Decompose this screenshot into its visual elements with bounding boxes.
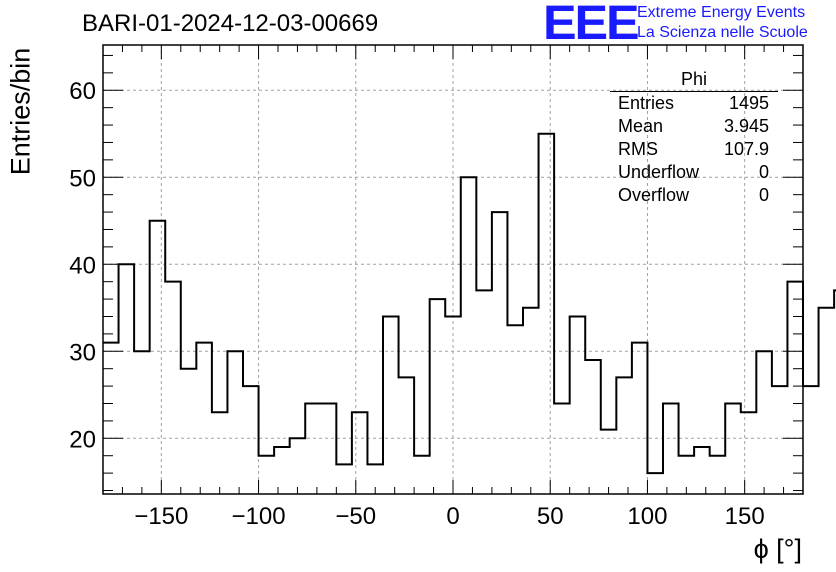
histogram-bin [819,308,835,494]
x-tick-label: 150 [725,503,765,530]
histogram-bin [212,412,228,494]
stats-box: Phi Entries 1495 Mean 3.945 RMS 107.9 Un… [610,69,778,207]
histogram-bin [196,343,212,494]
histogram-bin [601,430,617,494]
histogram-bin [756,351,772,494]
chart-title: BARI-01-2024-12-03-00669 [82,10,379,37]
stats-row-underflow: Underflow 0 [610,161,778,184]
histogram-bars [103,132,836,494]
histogram-bin [103,343,119,494]
histogram-bin [119,264,135,494]
logo-caption-line2: La Scienza nelle Scuole [637,24,808,41]
y-axis-label: Entries/bin [5,47,36,176]
stats-row-overflow: Overflow 0 [610,184,778,207]
histogram-bin [616,377,632,494]
histogram-bin [243,386,259,494]
histogram-bin [181,369,197,494]
histogram-bin [461,177,477,494]
histogram-bin [227,351,243,494]
stats-title: Phi [610,69,778,92]
histogram-outline [103,132,836,475]
histogram-bin [259,456,275,494]
stats-label: RMS [618,139,658,159]
histogram-bin [134,351,150,494]
stats-label: Mean [618,116,664,136]
histogram-bin [336,464,352,494]
x-tick-label: 0 [446,503,459,530]
stats-value: 3.945 [723,116,769,136]
stats-label: Overflow [618,185,690,205]
y-tick-label: 40 [69,252,96,279]
stats-label: Underflow [618,162,700,182]
histogram-bin [741,412,757,494]
x-tick-label: −50 [335,503,376,530]
y-tick-label: 30 [69,339,96,366]
tick-labels: −150 −100 −50 0 50 100 150 20 30 40 50 60 [69,78,764,530]
histogram-bin [290,438,306,494]
histogram-bin [430,299,446,494]
grid-lines [103,45,803,494]
histogram-bin [772,386,788,494]
plot-frame [102,44,804,495]
histogram-bin [710,456,726,494]
histogram-bin [725,404,741,494]
stats-value: 0 [758,162,769,182]
x-tick-label: 100 [627,503,667,530]
histogram-bin [274,447,290,494]
histogram-bin [507,325,523,494]
y-tick-label: 60 [69,78,96,105]
x-tick-label: −100 [232,503,286,530]
histogram-bin [165,282,181,494]
histogram-bin [632,343,648,494]
histogram-bin [803,386,819,494]
histogram-bin [554,404,570,494]
stats-row-entries: Entries 1495 [610,92,778,115]
histogram-bin [321,404,337,494]
histogram-bin [647,473,663,494]
histogram-bin [492,212,508,494]
stats-label: Entries [618,93,675,113]
logo-caption: Extreme Energy Events La Scienza nelle S… [637,3,808,43]
histogram-bin [570,316,586,494]
stats-row-rms: RMS 107.9 [610,138,778,161]
histogram-bin [352,412,368,494]
histogram-bin [414,456,430,494]
axis-ticks [102,45,804,494]
x-axis-label: ϕ [°] [753,534,802,564]
histogram-bin [787,282,803,494]
eee-logo-icon: EEE [543,0,640,50]
histogram-bin [150,221,166,494]
histogram-bin [383,316,399,494]
y-tick-label: 50 [69,165,96,192]
stats-value: 1495 [728,93,769,113]
histogram-bin [585,360,601,494]
x-tick-label: 50 [537,503,564,530]
histogram-bin [305,404,321,494]
histogram-bin [663,404,679,494]
x-tick-label: −150 [134,503,188,530]
histogram-bin [399,377,415,494]
stats-value: 0 [758,185,769,205]
stats-row-mean: Mean 3.945 [610,115,778,138]
histogram-bin [539,134,555,494]
logo-caption-line1: Extreme Energy Events [637,4,806,21]
stats-value: 107.9 [723,139,769,159]
y-tick-label: 20 [69,426,96,453]
histogram-bin [523,308,539,494]
histogram-bin [694,447,710,494]
histogram-bin [476,290,492,494]
